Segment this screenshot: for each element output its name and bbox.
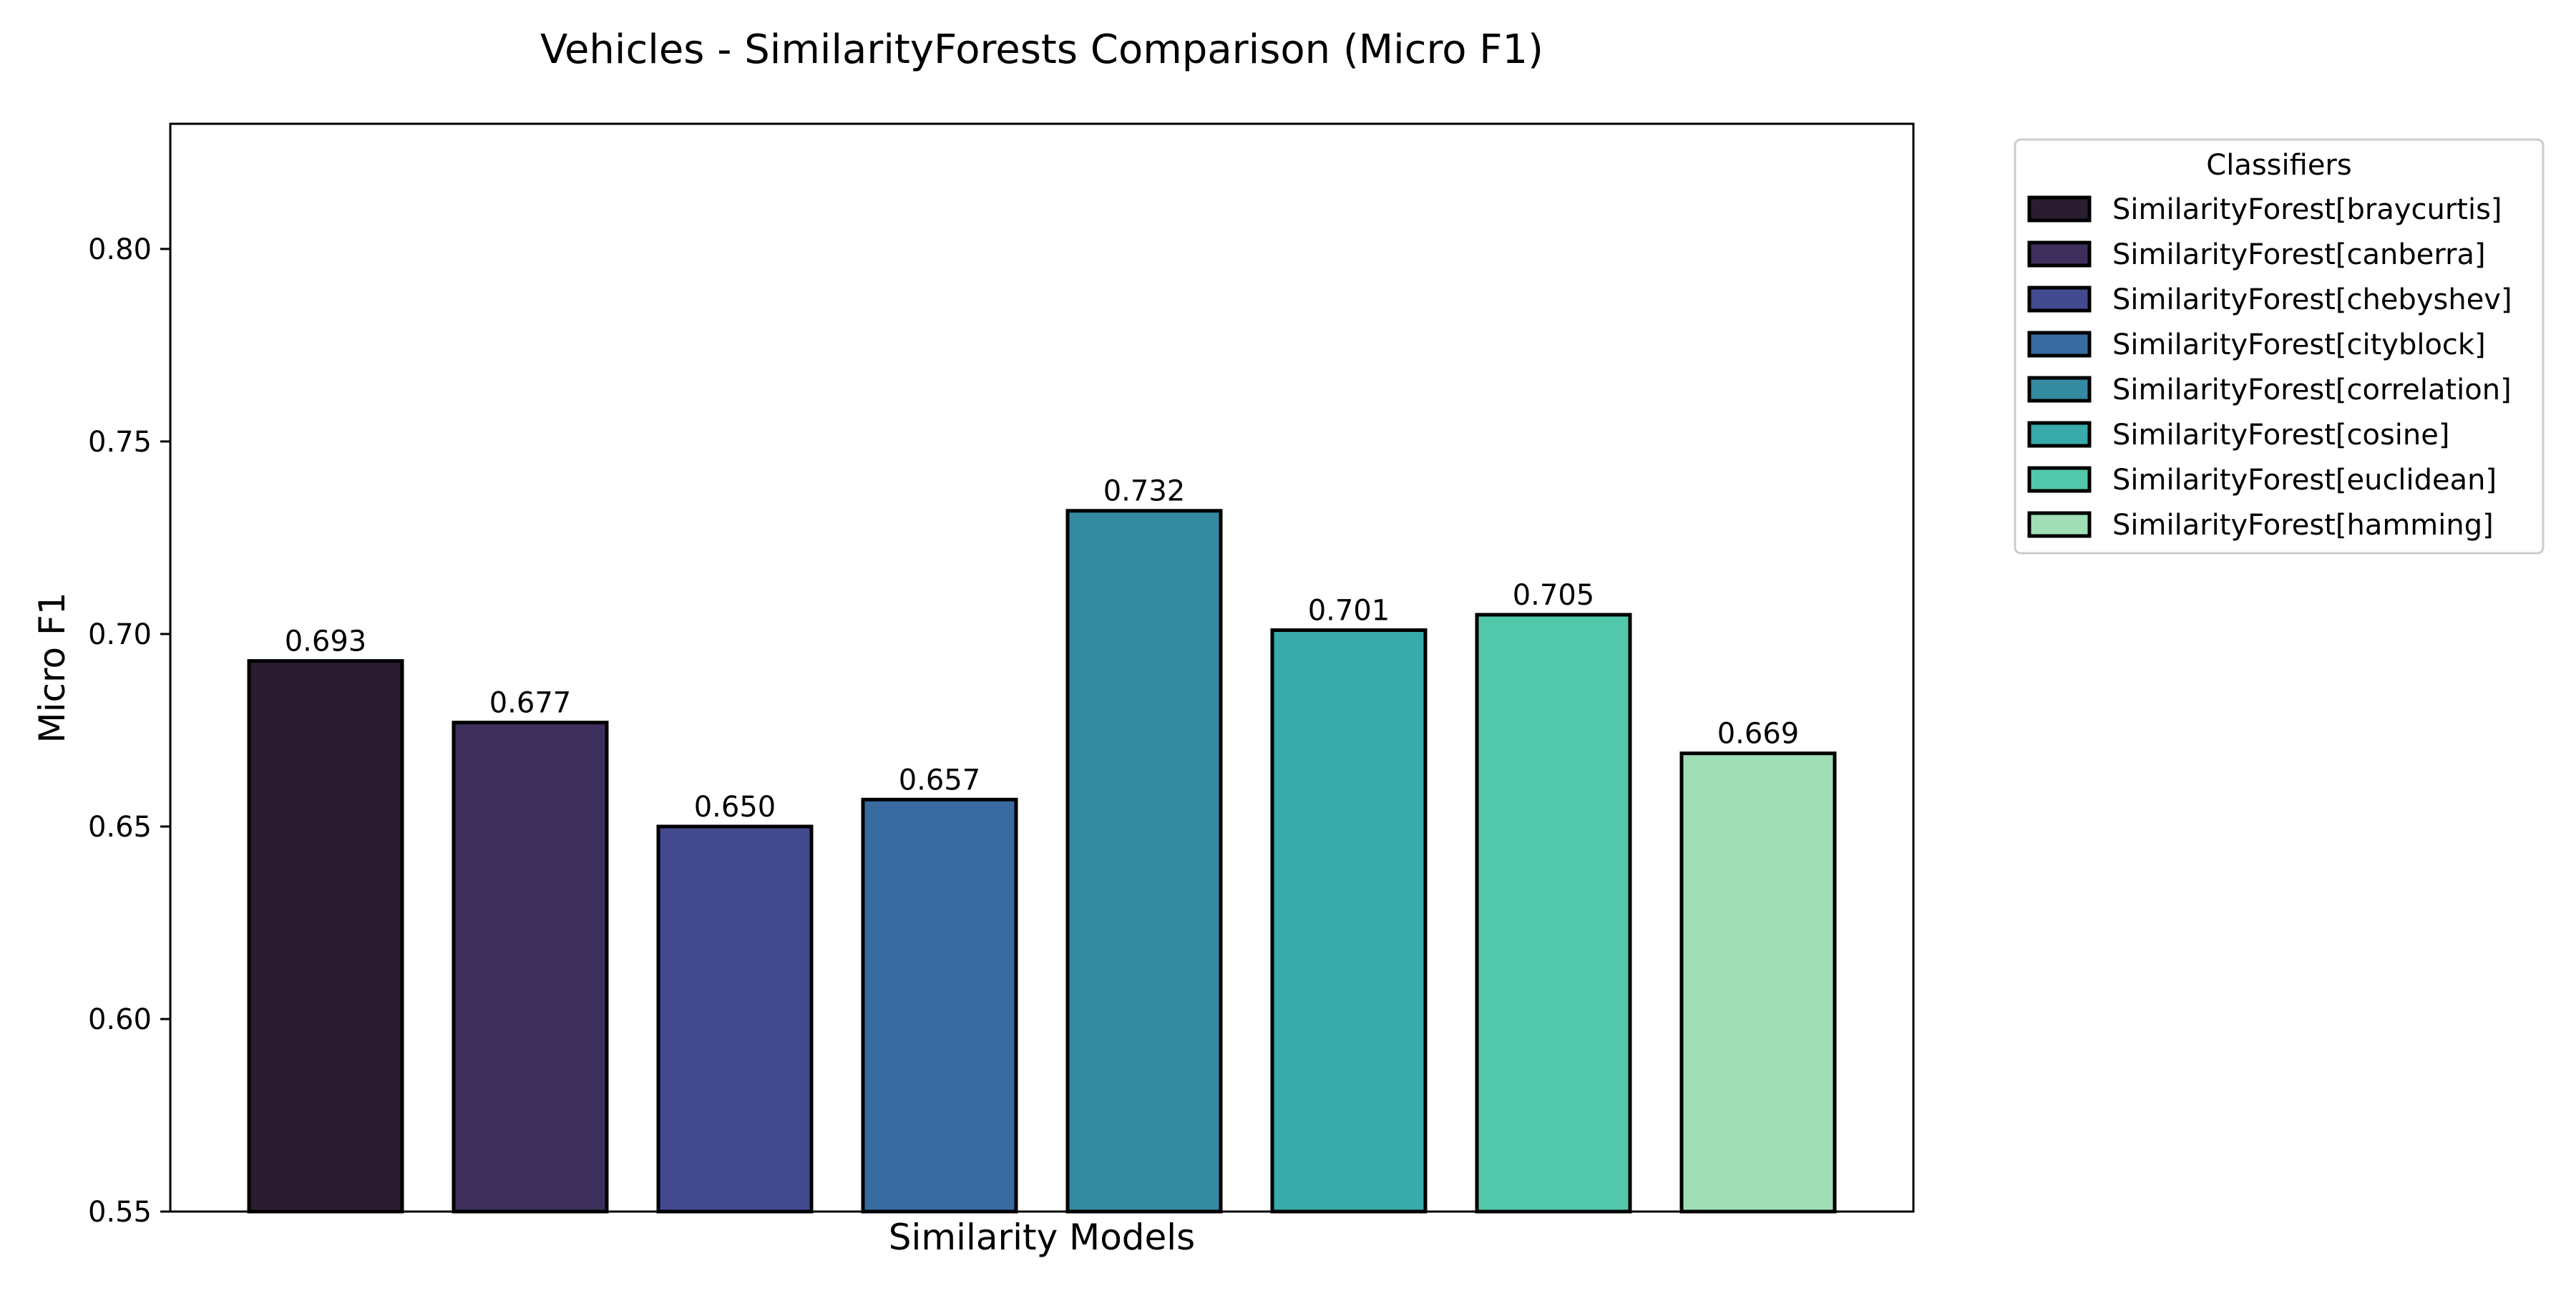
- legend-title: Classifiers: [2206, 149, 2351, 182]
- legend-entry-label: SimilarityForest[correlation]: [2112, 374, 2512, 406]
- legend-swatch: [2027, 240, 2092, 268]
- y-tick-label: 0.55: [88, 1196, 152, 1229]
- bar-value-label: 0.657: [899, 764, 981, 796]
- y-tick-label: 0.80: [88, 233, 152, 266]
- y-axis: 0.55 0.60 0.65 0.70 0.75 0.80: [88, 233, 170, 1229]
- bar-value-label: 0.693: [285, 625, 367, 658]
- bar: [247, 659, 404, 1214]
- chart-title: Vehicles - SimilarityForests Comparison …: [540, 26, 1543, 73]
- data-labels-layer: 0.693 0.677 0.650 0.657 0.732 0.701 0.705 0.669: [285, 475, 1800, 824]
- legend-items: SimilarityForest[braycurtis] SimilarityFo…: [2027, 193, 2512, 542]
- legend-swatch: [2027, 331, 2092, 358]
- legend-swatch: [2027, 421, 2092, 448]
- legend-swatch: [2027, 376, 2092, 403]
- bar: [1475, 613, 1632, 1214]
- y-tick-label: 0.60: [88, 1003, 152, 1036]
- bars-layer: [247, 509, 1837, 1214]
- legend-entry-label: SimilarityForest[hamming]: [2112, 509, 2494, 542]
- bar: [861, 797, 1018, 1214]
- legend-entry-label: SimilarityForest[cityblock]: [2112, 328, 2486, 361]
- legend: Classifiers SimilarityForest[braycurtis]…: [2014, 138, 2545, 555]
- x-axis-label: Similarity Models: [889, 1217, 1195, 1258]
- legend-swatch: [2027, 195, 2092, 223]
- legend-swatch: [2027, 466, 2092, 493]
- bar-value-label: 0.705: [1513, 579, 1595, 612]
- legend-entry-label: SimilarityForest[euclidean]: [2112, 464, 2497, 497]
- y-tick-label: 0.75: [88, 426, 152, 459]
- bar: [1270, 628, 1428, 1214]
- legend-swatch: [2027, 511, 2092, 538]
- bar-value-label: 0.701: [1308, 595, 1390, 628]
- plot-frame: [169, 122, 1915, 1213]
- legend-entry-label: SimilarityForest[chebyshev]: [2112, 283, 2512, 316]
- legend-entry-label: SimilarityForest[braycurtis]: [2112, 193, 2502, 226]
- y-tick-label: 0.65: [88, 811, 152, 844]
- bar: [656, 824, 814, 1214]
- y-axis-label: Micro F1: [31, 592, 73, 743]
- legend-entry-label: SimilarityForest[canberra]: [2112, 238, 2486, 271]
- bar: [452, 721, 609, 1214]
- bar-value-label: 0.677: [489, 687, 572, 720]
- y-tick-label: 0.70: [88, 618, 152, 651]
- bar: [1065, 509, 1223, 1214]
- bar-value-label: 0.650: [694, 791, 776, 824]
- legend-entry-label: SimilarityForest[cosine]: [2112, 419, 2449, 452]
- legend-swatch: [2027, 286, 2092, 313]
- bar-value-label: 0.732: [1103, 475, 1186, 508]
- legend-frame: [2014, 138, 2545, 555]
- bar: [1679, 751, 1837, 1214]
- bar-value-label: 0.669: [1717, 718, 1800, 751]
